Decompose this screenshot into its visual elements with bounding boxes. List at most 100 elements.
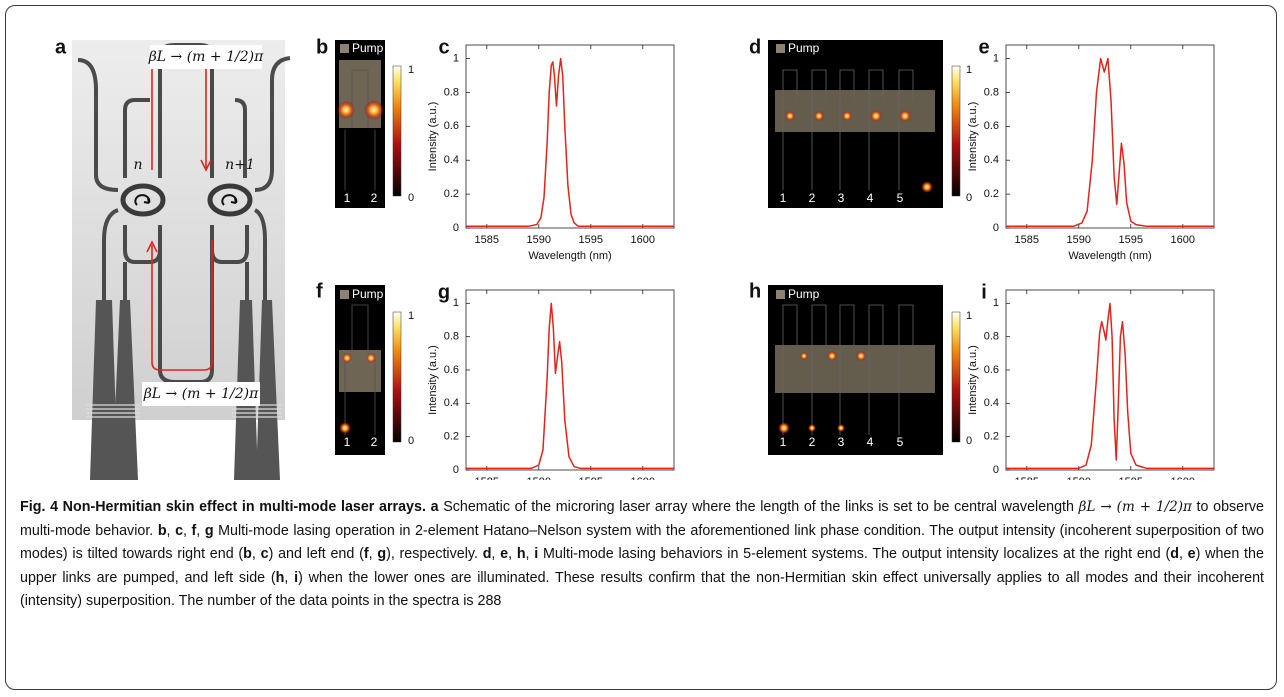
x-tick-label: 1585 bbox=[1015, 234, 1039, 246]
caption: Fig. 4 Non-Hermitian skin effect in mult… bbox=[20, 496, 1264, 614]
y-tick-label: 0.2 bbox=[444, 188, 459, 200]
formula-box bbox=[142, 382, 260, 406]
legend-text: Pump bbox=[352, 41, 384, 55]
y-tick-label: 0.6 bbox=[444, 364, 459, 376]
port-label: 1 bbox=[780, 435, 787, 449]
caption-text: Schematic of the microring laser array w… bbox=[438, 499, 1079, 515]
caption-text: , bbox=[525, 546, 535, 562]
circulation-arrow bbox=[134, 194, 151, 206]
caption-text: g bbox=[377, 546, 387, 562]
colorbar-label: 0 bbox=[408, 435, 414, 447]
panel-label: i bbox=[981, 281, 987, 303]
port-label: 5 bbox=[897, 435, 904, 449]
colorbar-label: 1 bbox=[408, 64, 414, 76]
spectrum-line bbox=[1006, 302, 1214, 470]
caption-text: a bbox=[430, 499, 439, 515]
circulation-arrow bbox=[221, 194, 238, 206]
plot-frame bbox=[465, 44, 675, 229]
y-tick-label: 0 bbox=[993, 222, 999, 234]
caption-text: , bbox=[166, 522, 176, 539]
caption-text: i bbox=[534, 546, 539, 562]
plot-frame bbox=[1005, 44, 1215, 229]
port-label: 3 bbox=[838, 191, 845, 205]
y-tick-label: 1 bbox=[993, 297, 999, 309]
caption-text: βL → (m + 1/2)π bbox=[1078, 499, 1192, 515]
y-tick-label: 0.2 bbox=[444, 431, 459, 443]
caption-text: , bbox=[508, 546, 517, 562]
panel-label: e bbox=[978, 36, 989, 58]
y-tick-label: 1 bbox=[993, 52, 999, 64]
port-label: 1 bbox=[344, 191, 351, 205]
x-tick-label: 1600 bbox=[631, 476, 655, 480]
panel-a: a bbox=[55, 36, 291, 480]
colorbar-label: 0 bbox=[408, 192, 414, 204]
emission bbox=[364, 100, 384, 120]
colorbar bbox=[392, 65, 402, 197]
x-axis-label: Wavelength (nm) bbox=[1068, 250, 1151, 262]
panel-label: c bbox=[438, 36, 449, 58]
y-tick-label: 0.8 bbox=[444, 331, 459, 343]
legend-swatch bbox=[776, 290, 785, 299]
x-tick-label: 1585 bbox=[475, 476, 499, 480]
legend-text: Pump bbox=[352, 287, 384, 301]
y-tick-label: 0 bbox=[453, 222, 459, 234]
colorbar-label: 1 bbox=[966, 64, 972, 76]
caption-text: h bbox=[275, 569, 285, 586]
ring-label: n bbox=[133, 157, 142, 173]
caption-text: ) when the lower ones are illuminated. T… bbox=[20, 569, 1268, 610]
waveguides bbox=[77, 43, 291, 420]
caption-text: d bbox=[1170, 546, 1179, 562]
y-tick-label: 0.6 bbox=[984, 120, 999, 132]
colorbar-label: 1 bbox=[408, 310, 414, 322]
caption-text: b bbox=[243, 546, 252, 562]
caption-text: f bbox=[363, 546, 369, 562]
ring bbox=[207, 183, 253, 217]
port-label: 2 bbox=[809, 191, 816, 205]
figure-frame bbox=[5, 5, 1277, 690]
x-tick-label: 1595 bbox=[1119, 234, 1143, 246]
plot-frame bbox=[465, 289, 675, 471]
caption-text: Multi-mode lasing behaviors in 5-element… bbox=[538, 546, 1171, 562]
y-axis-label: Intensity (a.u.) bbox=[427, 345, 439, 415]
caption-text: ), respectively. bbox=[386, 546, 483, 562]
emission bbox=[337, 101, 355, 119]
y-tick-label: 0.8 bbox=[444, 86, 459, 98]
formula: βL → (m + 1/2)π bbox=[148, 49, 264, 65]
x-tick-label: 1595 bbox=[579, 234, 603, 246]
caption-text: , bbox=[368, 546, 378, 562]
y-tick-label: 1 bbox=[453, 52, 459, 64]
port-label: 2 bbox=[809, 435, 816, 449]
caption-text: c bbox=[175, 522, 184, 539]
caption-text: g bbox=[204, 522, 214, 539]
caption-text: , bbox=[196, 522, 205, 539]
legend-swatch bbox=[776, 44, 785, 53]
colorbar-label: 0 bbox=[966, 192, 972, 204]
x-tick-label: 1585 bbox=[1015, 476, 1039, 480]
y-tick-label: 0.2 bbox=[984, 431, 999, 443]
y-tick-label: 0.6 bbox=[444, 120, 459, 132]
x-axis-label: Wavelength (nm) bbox=[528, 250, 611, 262]
plot-frame bbox=[1005, 289, 1215, 471]
legend-swatch bbox=[340, 44, 349, 53]
x-tick-label: 1590 bbox=[1067, 476, 1091, 480]
pump-region bbox=[775, 90, 935, 132]
port-label: 5 bbox=[897, 191, 904, 205]
caption-text: ) and left end ( bbox=[268, 546, 364, 562]
port-label: 4 bbox=[867, 435, 874, 449]
colorbar-label: 1 bbox=[966, 310, 972, 322]
grating-lines bbox=[86, 404, 282, 418]
caption-text: c bbox=[260, 546, 269, 562]
port-label: 3 bbox=[838, 435, 845, 449]
x-tick-label: 1600 bbox=[1171, 476, 1195, 480]
y-axis-label: Intensity (a.u.) bbox=[967, 102, 979, 172]
y-tick-label: 0.6 bbox=[984, 364, 999, 376]
y-tick-label: 0.4 bbox=[444, 397, 459, 409]
colorbar-label: 0 bbox=[966, 435, 972, 447]
x-tick-label: 1585 bbox=[475, 234, 499, 246]
caption-text: f bbox=[191, 522, 197, 539]
caption-text: Multi-mode lasing operation in 2-element… bbox=[20, 522, 1268, 563]
legend-text: Pump bbox=[788, 41, 820, 55]
legend-swatch bbox=[340, 290, 349, 299]
grating-couplers bbox=[90, 300, 280, 480]
device-outline bbox=[782, 304, 914, 435]
